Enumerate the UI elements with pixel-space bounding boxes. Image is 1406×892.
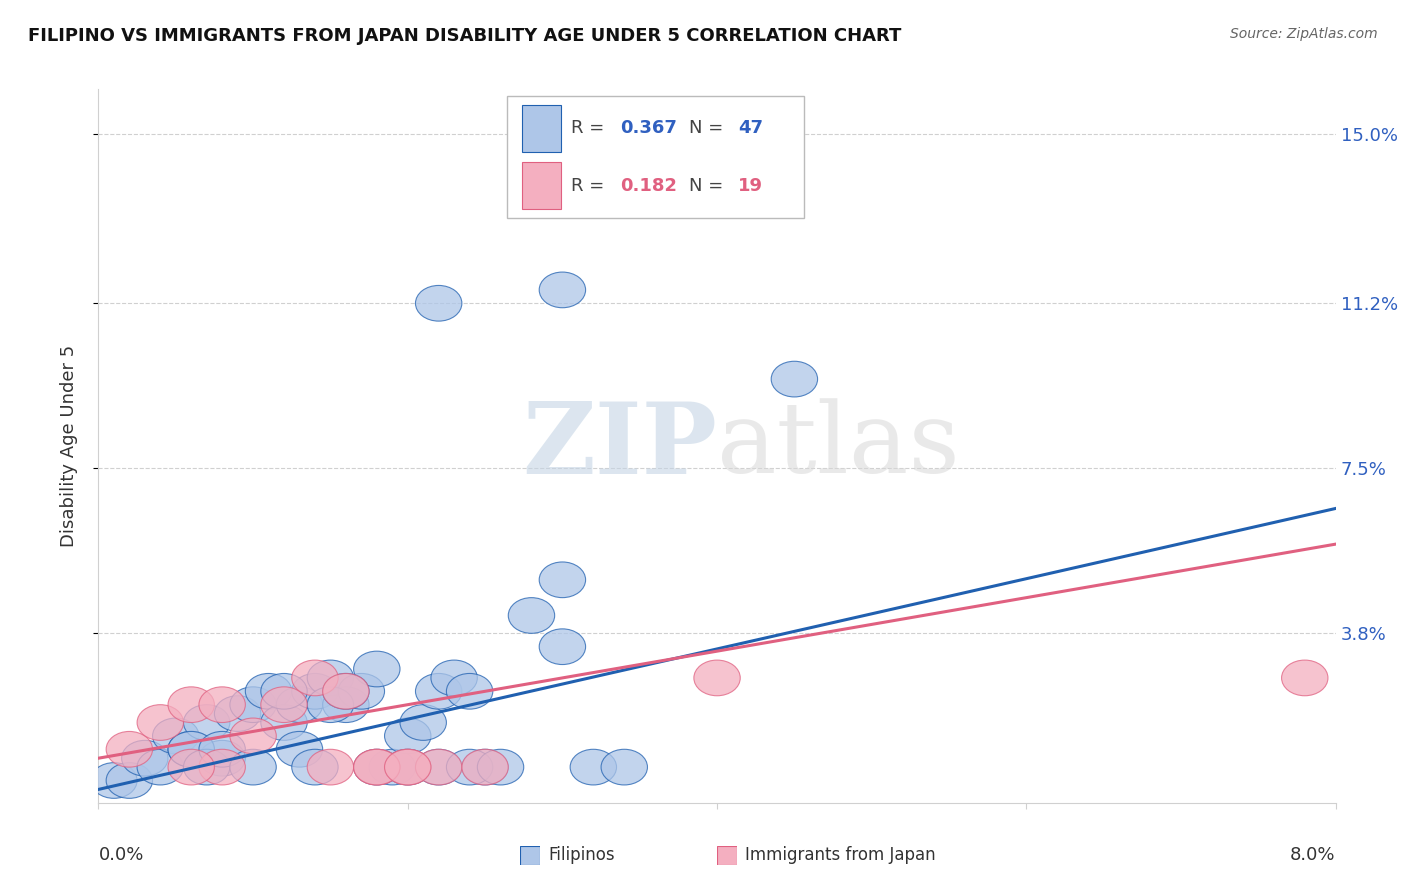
- FancyBboxPatch shape: [520, 846, 540, 865]
- Text: 0.0%: 0.0%: [98, 846, 143, 863]
- Text: 8.0%: 8.0%: [1291, 846, 1336, 863]
- Ellipse shape: [262, 673, 308, 709]
- Text: atlas: atlas: [717, 398, 960, 494]
- Ellipse shape: [385, 749, 432, 785]
- Ellipse shape: [368, 749, 416, 785]
- Ellipse shape: [308, 660, 354, 696]
- Text: Immigrants from Japan: Immigrants from Japan: [745, 847, 936, 864]
- Text: 19: 19: [738, 177, 763, 194]
- Ellipse shape: [323, 687, 370, 723]
- Text: N =: N =: [689, 120, 728, 137]
- Ellipse shape: [138, 749, 184, 785]
- Ellipse shape: [353, 749, 401, 785]
- Text: Filipinos: Filipinos: [548, 847, 614, 864]
- Ellipse shape: [308, 749, 354, 785]
- Ellipse shape: [416, 673, 461, 709]
- Ellipse shape: [385, 749, 432, 785]
- Ellipse shape: [215, 696, 262, 731]
- Ellipse shape: [416, 749, 461, 785]
- Ellipse shape: [122, 740, 169, 776]
- Ellipse shape: [292, 673, 339, 709]
- Ellipse shape: [276, 731, 323, 767]
- Ellipse shape: [447, 749, 494, 785]
- Text: Source: ZipAtlas.com: Source: ZipAtlas.com: [1230, 27, 1378, 41]
- Ellipse shape: [540, 272, 585, 308]
- Text: R =: R =: [571, 177, 610, 194]
- FancyBboxPatch shape: [506, 96, 804, 218]
- Ellipse shape: [385, 749, 432, 785]
- Text: N =: N =: [689, 177, 728, 194]
- Ellipse shape: [308, 687, 354, 723]
- Text: ZIP: ZIP: [522, 398, 717, 494]
- Ellipse shape: [540, 629, 585, 665]
- Ellipse shape: [200, 749, 246, 785]
- Ellipse shape: [262, 705, 308, 740]
- Ellipse shape: [183, 705, 231, 740]
- Ellipse shape: [276, 687, 323, 723]
- Ellipse shape: [772, 361, 818, 397]
- Ellipse shape: [292, 749, 339, 785]
- Text: 0.367: 0.367: [620, 120, 678, 137]
- Ellipse shape: [107, 763, 153, 798]
- Ellipse shape: [169, 731, 215, 767]
- Ellipse shape: [463, 749, 509, 785]
- Ellipse shape: [231, 718, 277, 754]
- Text: 47: 47: [738, 120, 763, 137]
- Text: 0.182: 0.182: [620, 177, 678, 194]
- Ellipse shape: [1282, 660, 1329, 696]
- Ellipse shape: [200, 687, 246, 723]
- Ellipse shape: [138, 705, 184, 740]
- Ellipse shape: [169, 731, 215, 767]
- Ellipse shape: [463, 749, 509, 785]
- Ellipse shape: [478, 749, 524, 785]
- Ellipse shape: [107, 731, 153, 767]
- Ellipse shape: [183, 749, 231, 785]
- Y-axis label: Disability Age Under 5: Disability Age Under 5: [59, 345, 77, 547]
- Ellipse shape: [416, 285, 461, 321]
- Ellipse shape: [262, 687, 308, 723]
- Ellipse shape: [571, 749, 617, 785]
- Ellipse shape: [169, 687, 215, 723]
- Ellipse shape: [231, 749, 277, 785]
- FancyBboxPatch shape: [522, 105, 561, 152]
- Ellipse shape: [540, 562, 585, 598]
- Ellipse shape: [91, 763, 138, 798]
- Ellipse shape: [401, 705, 447, 740]
- Ellipse shape: [695, 660, 741, 696]
- Ellipse shape: [447, 673, 494, 709]
- Ellipse shape: [339, 673, 385, 709]
- Ellipse shape: [323, 673, 370, 709]
- Ellipse shape: [245, 673, 292, 709]
- Ellipse shape: [231, 687, 277, 723]
- Ellipse shape: [385, 718, 432, 754]
- Text: FILIPINO VS IMMIGRANTS FROM JAPAN DISABILITY AGE UNDER 5 CORRELATION CHART: FILIPINO VS IMMIGRANTS FROM JAPAN DISABI…: [28, 27, 901, 45]
- FancyBboxPatch shape: [717, 846, 737, 865]
- Ellipse shape: [602, 749, 648, 785]
- Ellipse shape: [169, 749, 215, 785]
- Ellipse shape: [200, 731, 246, 767]
- Ellipse shape: [323, 673, 370, 709]
- FancyBboxPatch shape: [522, 162, 561, 209]
- Ellipse shape: [353, 651, 401, 687]
- Ellipse shape: [200, 740, 246, 776]
- Ellipse shape: [353, 749, 401, 785]
- Ellipse shape: [509, 598, 554, 633]
- Ellipse shape: [353, 749, 401, 785]
- Ellipse shape: [292, 660, 339, 696]
- Text: R =: R =: [571, 120, 610, 137]
- Ellipse shape: [153, 718, 200, 754]
- Ellipse shape: [432, 660, 478, 696]
- Ellipse shape: [416, 749, 461, 785]
